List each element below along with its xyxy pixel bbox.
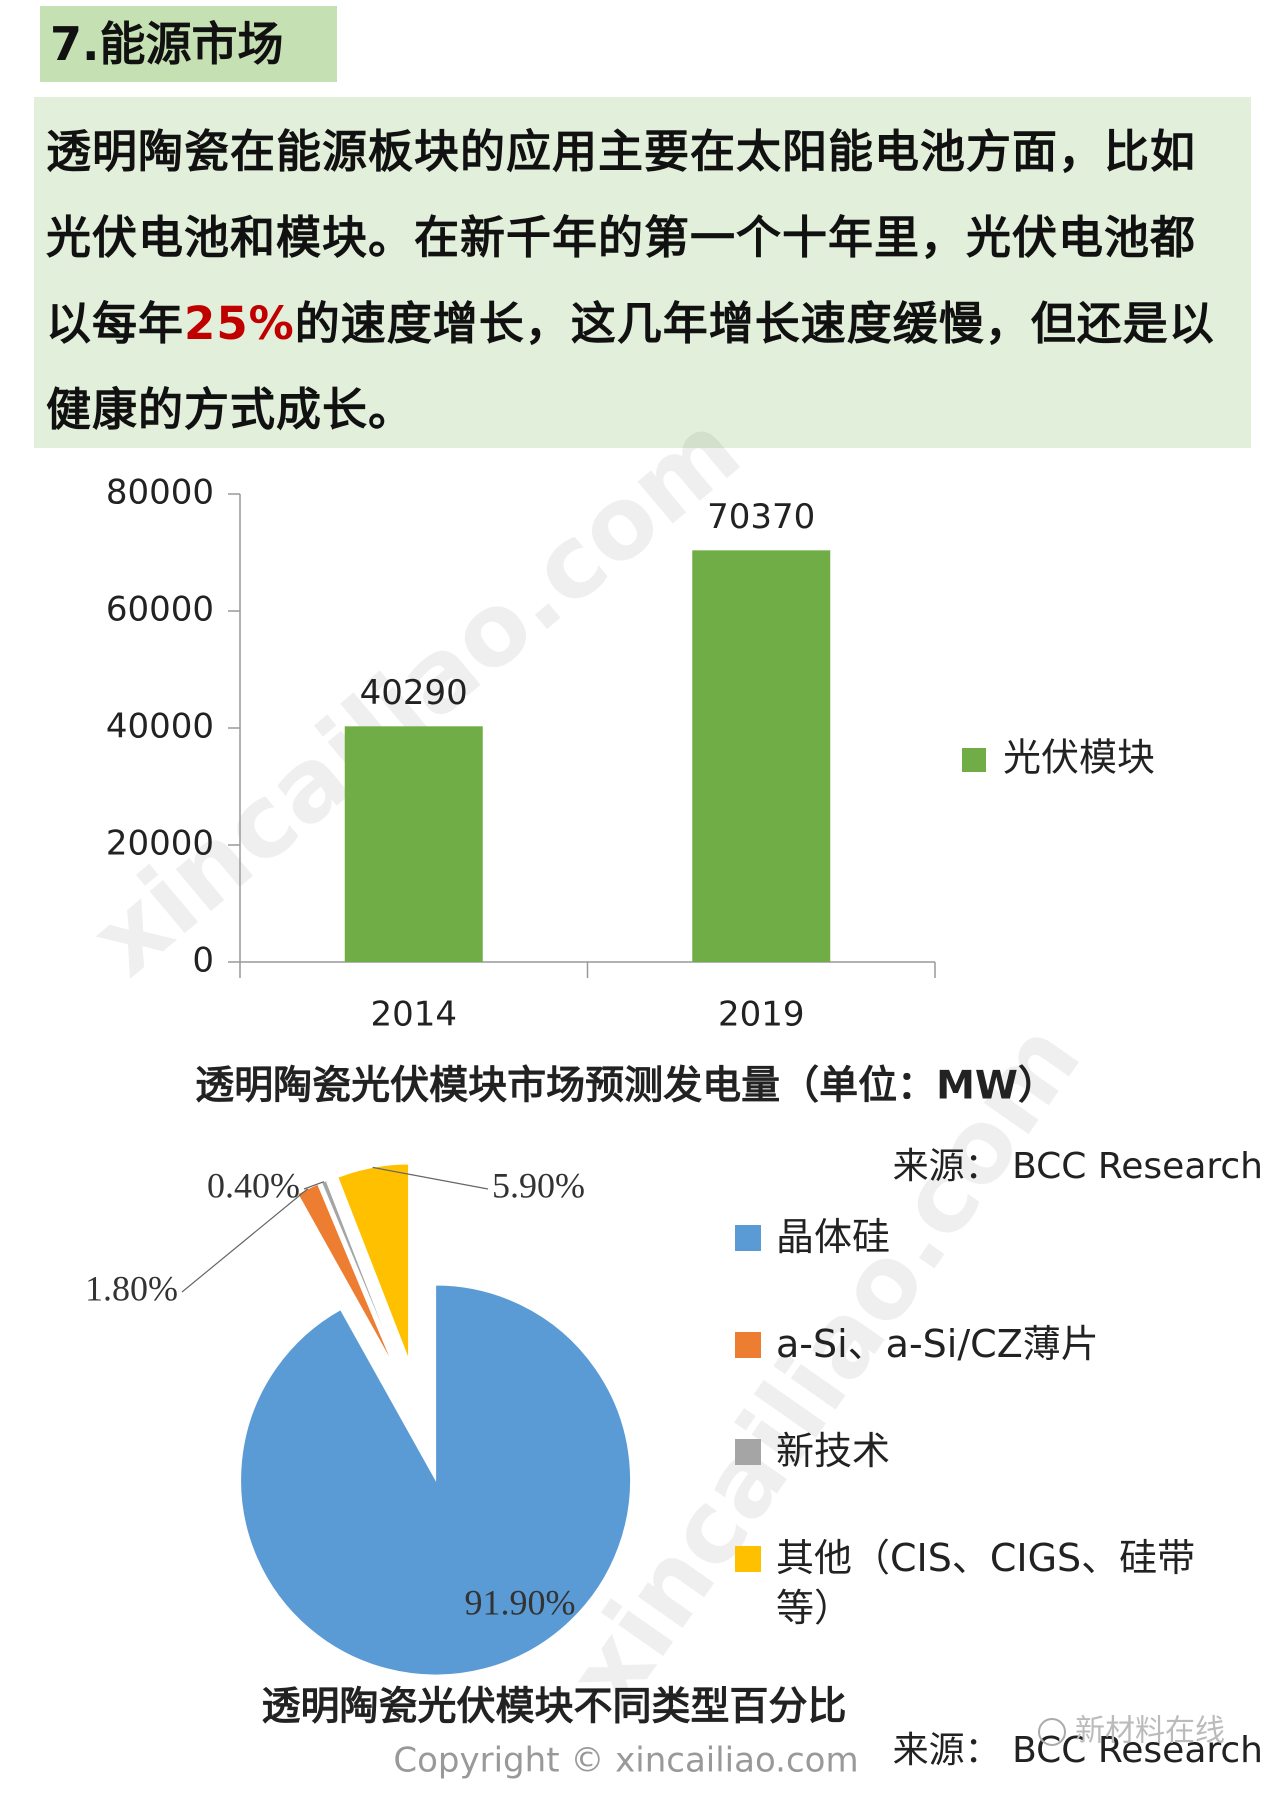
value-label: 40290 bbox=[360, 673, 468, 713]
legend-label: 晶体硅 bbox=[776, 1215, 891, 1259]
source: 来源： BCC Research bbox=[893, 1730, 1263, 1771]
chart-title: 透明陶瓷光伏模块市场预测发电量（单位：MW） bbox=[195, 1064, 1057, 1109]
legend-label: 光伏模块 bbox=[1003, 736, 1155, 780]
y-tick-label: 40000 bbox=[106, 707, 214, 747]
pie-slice bbox=[240, 1284, 632, 1676]
value-label: 70370 bbox=[707, 497, 815, 537]
copyright: Copyright © xincailiao.com bbox=[393, 1741, 858, 1781]
value-label: 0.40% bbox=[207, 1165, 300, 1205]
legend-label: a-Si、a-Si/CZ薄片 bbox=[776, 1322, 1099, 1366]
bar bbox=[344, 726, 483, 962]
value-label: 5.90% bbox=[492, 1165, 585, 1205]
legend-swatch bbox=[962, 748, 986, 772]
legend-label: 新技术 bbox=[776, 1429, 891, 1473]
y-tick-label: 60000 bbox=[106, 590, 214, 630]
legend-swatch bbox=[735, 1332, 761, 1358]
value-label: 91.90% bbox=[465, 1582, 576, 1622]
value-label: 1.80% bbox=[85, 1268, 178, 1308]
y-tick-label: 80000 bbox=[106, 473, 214, 513]
source: 来源： BCC Research bbox=[893, 1146, 1263, 1187]
legend-swatch bbox=[735, 1225, 761, 1251]
brand: 新材料在线 bbox=[1075, 1714, 1225, 1749]
leader-line bbox=[372, 1166, 489, 1190]
text: 透明陶瓷在能源板块的应用主要在太阳能电池方面，比如光伏电池和模块。在新千年的第一… bbox=[46, 125, 1197, 350]
x-tick-label: 2014 bbox=[370, 995, 457, 1035]
text: 的速度增长，这几年增长速度缓慢，但还是以健康的方式成长。 bbox=[46, 297, 1215, 436]
paragraph: 透明陶瓷在能源板块的应用主要在太阳能电池方面，比如光伏电池和模块。在新千年的第一… bbox=[34, 97, 1251, 448]
section-title: 7.能源市场 bbox=[40, 6, 337, 82]
legend-swatch bbox=[735, 1546, 761, 1572]
y-tick-label: 20000 bbox=[106, 824, 214, 864]
y-tick-label: 0 bbox=[192, 941, 214, 981]
brand-icon bbox=[1038, 1718, 1066, 1746]
x-tick-label: 2019 bbox=[718, 995, 805, 1035]
bar bbox=[692, 550, 831, 962]
legend-swatch bbox=[735, 1439, 761, 1465]
highlight: 25% bbox=[184, 297, 295, 350]
chart-title: 透明陶瓷光伏模块不同类型百分比 bbox=[261, 1685, 846, 1730]
legend-label: 其他（CIS、CIGS、硅带等） bbox=[776, 1536, 1196, 1630]
leader-line bbox=[181, 1188, 309, 1293]
leader-line bbox=[303, 1181, 325, 1190]
